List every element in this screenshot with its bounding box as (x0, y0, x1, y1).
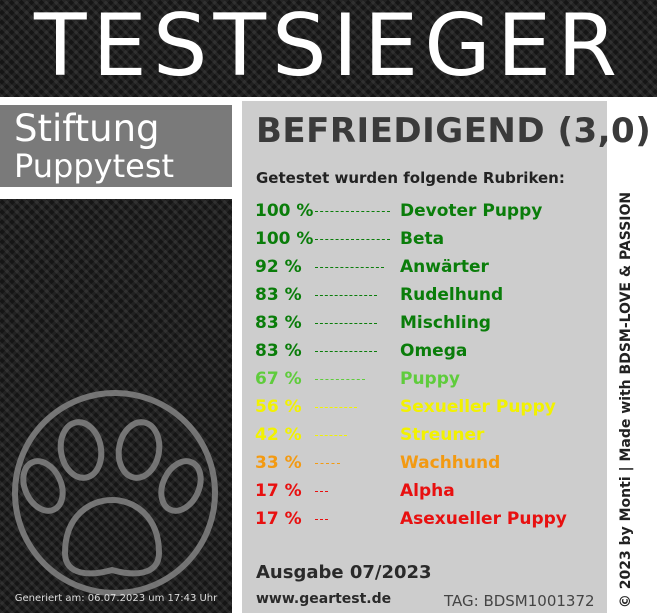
category-score-line (315, 267, 384, 268)
copyright-vertical: © 2023 by Monti | Made with BDSM-LOVE & … (612, 0, 640, 613)
categories-intro: Getestet wurden folgende Rubriken: (256, 169, 565, 187)
category-name: Wachhund (400, 453, 501, 473)
category-percent: 83 % (255, 285, 302, 305)
category-percent: 17 % (255, 481, 302, 501)
category-percent: 92 % (255, 257, 302, 277)
category-row: 17 % Alpha (255, 480, 605, 502)
category-score-line (315, 463, 340, 464)
category-name: Asexueller Puppy (400, 509, 567, 529)
category-row: 92 % Anwärter (255, 256, 605, 278)
organization-name-line2: Puppytest (14, 147, 175, 185)
category-percent: 100 % (255, 201, 314, 221)
category-score-line (315, 239, 390, 240)
category-row: 17 % Asexueller Puppy (255, 508, 605, 530)
category-score-line (315, 379, 365, 380)
category-percent: 42 % (255, 425, 302, 445)
category-score-line (315, 211, 390, 212)
category-name: Beta (400, 229, 445, 249)
edition-label: Ausgabe 07/2023 (256, 562, 432, 583)
category-row: 67 % Puppy (255, 368, 605, 390)
paw-icon (12, 390, 218, 596)
left-decor-panel: Generiert am: 06.07.2023 um 17:43 Uhr (0, 199, 232, 613)
result-panel: BEFRIEDIGEND (3,0) Getestet wurden folge… (242, 101, 651, 613)
category-percent: 56 % (255, 397, 302, 417)
website-link[interactable]: www.geartest.de (256, 591, 392, 607)
category-score-line (315, 323, 377, 324)
category-row: 100 % Beta (255, 228, 605, 250)
category-row: 33 % Wachhund (255, 452, 605, 474)
category-name: Sexueller Puppy (400, 397, 556, 417)
category-name: Mischling (400, 313, 491, 333)
category-percent: 100 % (255, 229, 314, 249)
category-row: 83 % Mischling (255, 312, 605, 334)
category-name: Anwärter (400, 257, 489, 277)
category-row: 56 % Sexueller Puppy (255, 396, 605, 418)
category-name: Alpha (400, 481, 455, 501)
category-row: 83 % Rudelhund (255, 284, 605, 306)
category-name: Omega (400, 341, 468, 361)
category-score-line (315, 295, 377, 296)
category-percent: 83 % (255, 341, 302, 361)
category-percent: 67 % (255, 369, 302, 389)
category-percent: 33 % (255, 453, 302, 473)
category-name: Rudelhund (400, 285, 504, 305)
category-score-line (315, 435, 347, 436)
category-row: 42 % Streuner (255, 424, 605, 446)
rating-text: BEFRIEDIGEND (3,0) (256, 111, 652, 151)
header-banner: TESTSIEGER (0, 0, 657, 97)
category-percent: 17 % (255, 509, 302, 529)
category-name: Devoter Puppy (400, 201, 543, 221)
organization-name-line1: Stiftung (14, 107, 160, 150)
tag-id: TAG: BDSM1001372 (444, 592, 595, 610)
category-score-line (315, 407, 357, 408)
category-score-line (315, 491, 328, 492)
category-name: Puppy (400, 369, 460, 389)
category-row: 83 % Omega (255, 340, 605, 362)
copyright-text: © 2023 by Monti | Made with BDSM-LOVE & … (618, 191, 634, 609)
category-percent: 83 % (255, 313, 302, 333)
page-title: TESTSIEGER (33, 0, 624, 96)
organization-box: Stiftung Puppytest (0, 101, 232, 191)
category-score-line (315, 351, 377, 352)
category-row: 100 % Devoter Puppy (255, 200, 605, 222)
category-name: Streuner (400, 425, 485, 445)
generated-timestamp: Generiert am: 06.07.2023 um 17:43 Uhr (14, 593, 218, 604)
category-score-line (315, 519, 328, 520)
